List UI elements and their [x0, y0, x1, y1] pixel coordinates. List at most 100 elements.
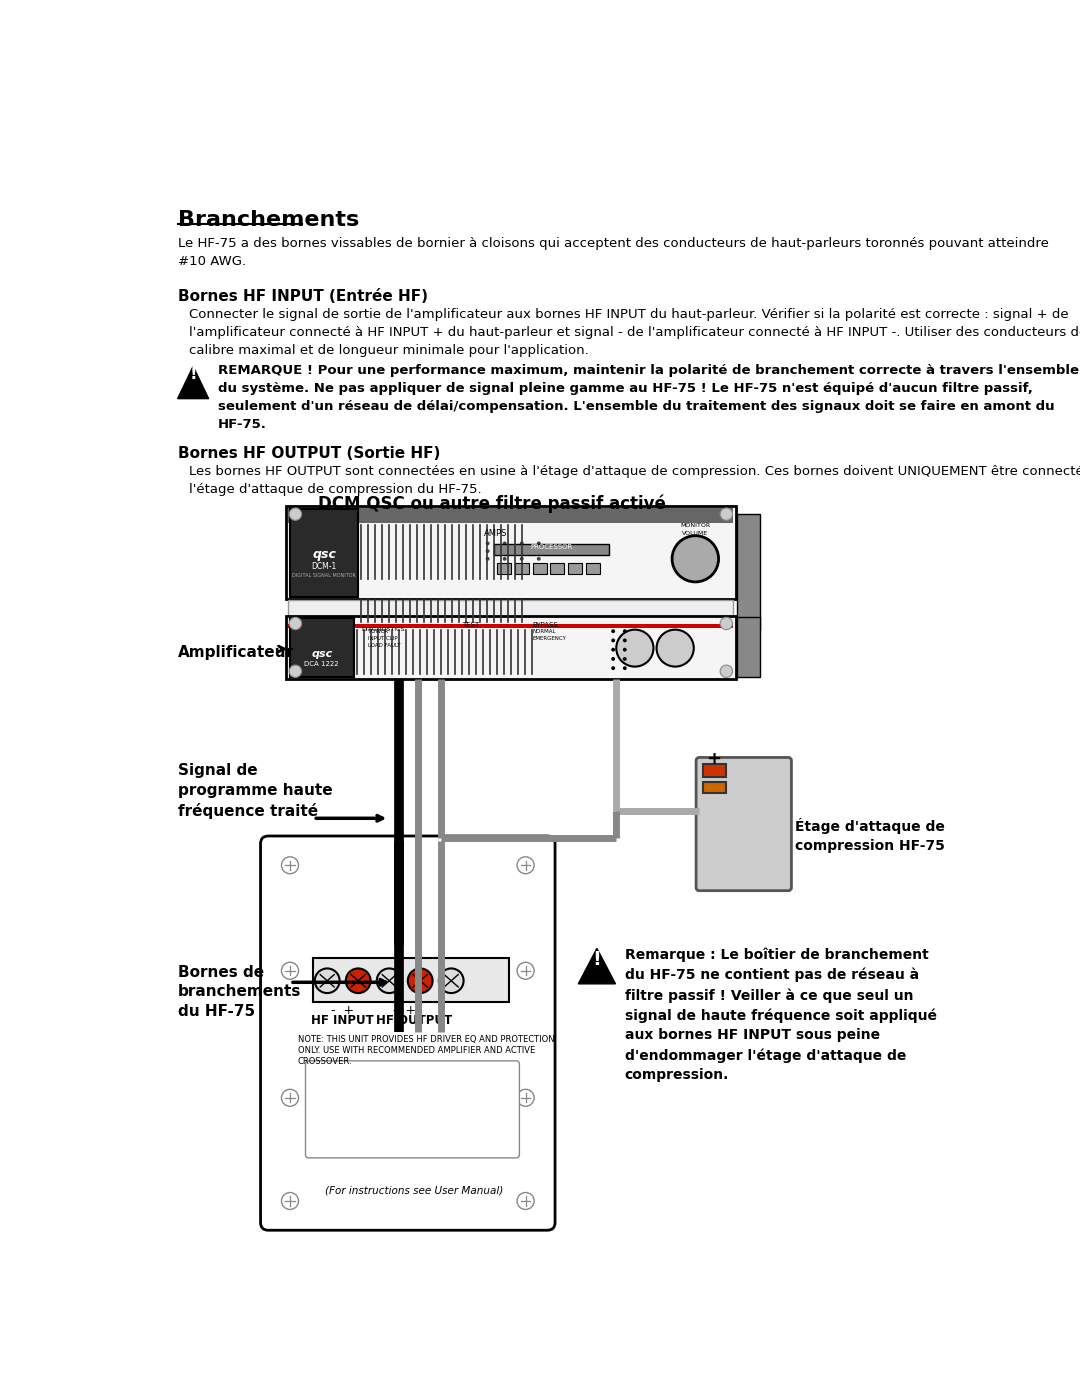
FancyBboxPatch shape	[697, 757, 792, 891]
FancyBboxPatch shape	[306, 1060, 519, 1158]
Text: REMARQUE ! Pour une performance maximum, maintenir la polarité de branchement co: REMARQUE ! Pour une performance maximum,…	[218, 365, 1079, 432]
Text: (For instructions see User Manual): (For instructions see User Manual)	[325, 1185, 503, 1196]
Text: Les bornes HF OUTPUT sont connectées en usine à l'étage d'attaque de compression: Les bornes HF OUTPUT sont connectées en …	[189, 465, 1080, 496]
Circle shape	[623, 657, 626, 661]
Circle shape	[289, 665, 301, 678]
Circle shape	[611, 648, 616, 651]
Text: POWER: POWER	[368, 629, 389, 634]
Bar	[494, 545, 608, 555]
Circle shape	[611, 629, 616, 633]
Circle shape	[537, 557, 541, 560]
Circle shape	[502, 557, 507, 560]
Bar	[515, 563, 529, 574]
Text: qsc: qsc	[311, 650, 333, 659]
Circle shape	[517, 1090, 535, 1106]
Circle shape	[458, 631, 469, 643]
Circle shape	[502, 542, 507, 545]
Bar	[497, 563, 511, 574]
Bar	[703, 782, 727, 793]
Circle shape	[623, 666, 626, 671]
Text: DCM QSC ou autre filtre passif activé: DCM QSC ou autre filtre passif activé	[318, 495, 665, 513]
Circle shape	[611, 666, 616, 671]
Circle shape	[408, 968, 433, 993]
Bar	[362, 623, 414, 647]
Circle shape	[362, 644, 366, 648]
Circle shape	[617, 630, 653, 666]
Text: DCM-1: DCM-1	[311, 562, 337, 571]
Text: Le HF-75 a des bornes vissables de bornier à cloisons qui acceptent des conducte: Le HF-75 a des bornes vissables de borni…	[177, 237, 1049, 268]
Bar	[586, 563, 600, 574]
Circle shape	[657, 630, 693, 666]
Text: Bornes de
branchements
du HF-75: Bornes de branchements du HF-75	[177, 964, 301, 1020]
Text: DIGITAL SIGNAL MONITOR: DIGITAL SIGNAL MONITOR	[293, 573, 356, 578]
Circle shape	[282, 963, 298, 979]
Text: DCA 1222: DCA 1222	[305, 661, 339, 668]
Circle shape	[346, 968, 370, 993]
Bar	[286, 507, 735, 599]
Circle shape	[623, 638, 626, 643]
Circle shape	[377, 968, 402, 993]
Bar	[288, 509, 733, 524]
Circle shape	[474, 631, 485, 643]
Circle shape	[720, 617, 732, 630]
Bar	[532, 563, 546, 574]
Text: -  +: - +	[332, 1004, 354, 1017]
Text: Amplificateur: Amplificateur	[177, 645, 294, 659]
Circle shape	[282, 1090, 298, 1106]
Circle shape	[720, 622, 732, 634]
Text: EMERGENCY: EMERGENCY	[532, 637, 566, 641]
Circle shape	[720, 665, 732, 678]
Text: DIAGNOSTICS: DIAGNOSTICS	[362, 627, 405, 631]
Circle shape	[438, 968, 463, 993]
Bar	[288, 601, 733, 623]
Text: HF INPUT: HF INPUT	[311, 1014, 374, 1027]
Circle shape	[289, 617, 301, 630]
Circle shape	[517, 856, 535, 873]
Circle shape	[519, 542, 524, 545]
Circle shape	[314, 968, 339, 993]
Bar	[738, 514, 760, 630]
Text: TEST: TEST	[462, 622, 480, 627]
Text: -  +: - +	[393, 1004, 416, 1017]
Text: Remarque : Le boîtier de branchement
du HF-75 ne contient pas de réseau à
filtre: Remarque : Le boîtier de branchement du …	[625, 947, 936, 1083]
Text: Bornes HF INPUT (Entrée HF): Bornes HF INPUT (Entrée HF)	[177, 289, 428, 305]
Bar	[529, 627, 606, 647]
Circle shape	[289, 509, 301, 520]
Text: +: +	[705, 750, 720, 768]
Text: Branchements: Branchements	[177, 210, 359, 231]
Text: PROCESSOR: PROCESSOR	[530, 543, 572, 550]
Bar	[291, 617, 353, 676]
Text: Signal de
programme haute
fréquence traité: Signal de programme haute fréquence trai…	[177, 763, 333, 819]
Text: MONITOR: MONITOR	[680, 524, 711, 528]
Text: HF OUTPUT: HF OUTPUT	[376, 1014, 453, 1027]
Bar	[703, 764, 727, 778]
Polygon shape	[177, 366, 208, 398]
Circle shape	[517, 1193, 535, 1210]
Circle shape	[282, 856, 298, 873]
Text: VOLUME: VOLUME	[683, 531, 708, 536]
Circle shape	[611, 657, 616, 661]
Circle shape	[486, 557, 489, 560]
Text: qsc: qsc	[312, 548, 336, 560]
Circle shape	[486, 549, 489, 553]
Circle shape	[672, 535, 718, 583]
Circle shape	[517, 963, 535, 979]
Circle shape	[289, 622, 301, 634]
Circle shape	[362, 630, 366, 636]
Circle shape	[486, 542, 489, 545]
Text: NORMAL: NORMAL	[532, 629, 556, 634]
Bar	[568, 563, 582, 574]
Text: Bornes HF OUTPUT (Sortie HF): Bornes HF OUTPUT (Sortie HF)	[177, 447, 440, 461]
Circle shape	[519, 549, 524, 553]
Text: !: !	[593, 950, 602, 968]
Circle shape	[623, 648, 626, 651]
Bar	[286, 616, 735, 679]
Polygon shape	[578, 949, 616, 983]
Text: NOTE: THIS UNIT PROVIDES HF DRIVER EQ AND PROTECTION
ONLY. USE WITH RECOMMENDED : NOTE: THIS UNIT PROVIDES HF DRIVER EQ AN…	[298, 1035, 554, 1066]
Bar	[313, 958, 509, 1002]
Text: Connecter le signal de sortie de l'amplificateur aux bornes HF INPUT du haut-par: Connecter le signal de sortie de l'ampli…	[189, 307, 1080, 356]
Circle shape	[611, 638, 616, 643]
Circle shape	[537, 549, 541, 553]
Bar	[288, 624, 733, 629]
Bar	[738, 617, 760, 678]
